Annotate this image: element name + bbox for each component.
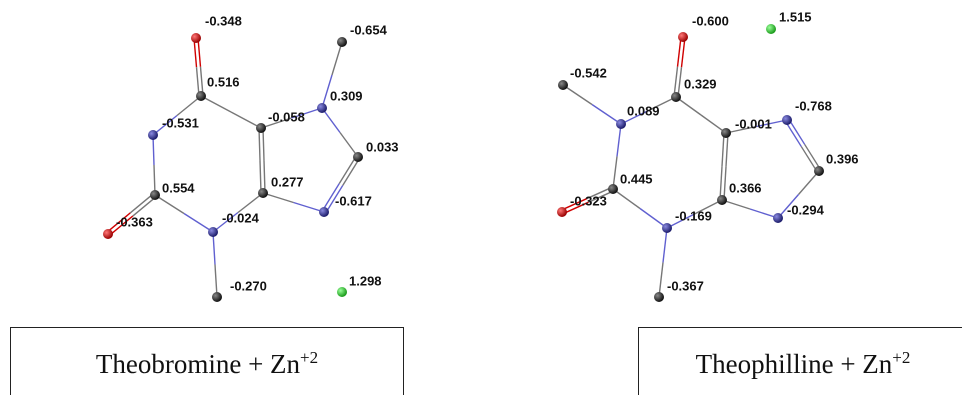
bond (264, 160, 265, 193)
charge-label: -0.367 (667, 278, 704, 293)
charge-label: 1.515 (779, 9, 812, 24)
bond (259, 128, 260, 161)
charge-label: 0.033 (366, 139, 399, 154)
charge-label: -0.617 (335, 193, 372, 208)
bond (263, 128, 264, 161)
atom (558, 80, 568, 90)
charge-label: 0.366 (729, 180, 762, 195)
atom (150, 190, 160, 200)
atom (337, 37, 347, 47)
charge-label: -0.768 (795, 98, 832, 113)
atom (678, 32, 688, 42)
charge-label: 0.089 (627, 103, 660, 118)
atom (256, 123, 266, 133)
bond (726, 133, 728, 167)
atom (608, 184, 618, 194)
caption-box: Theophilline + Zn+2 (638, 327, 962, 395)
charge-label: 1.298 (349, 273, 382, 288)
atom (782, 115, 792, 125)
bond (260, 161, 261, 194)
atom (773, 213, 783, 223)
atom (353, 152, 363, 162)
charge-label: 0.309 (330, 88, 363, 103)
atom (814, 166, 824, 176)
charge-label: -0.169 (675, 208, 712, 223)
charge-label: 0.445 (620, 171, 653, 186)
bond (184, 214, 213, 233)
bond (724, 167, 726, 201)
caption-superscript: +2 (892, 348, 910, 367)
atom (258, 188, 268, 198)
atom (337, 287, 347, 297)
bond (155, 195, 184, 214)
atom (557, 207, 567, 217)
charge-label: 0.277 (271, 174, 304, 189)
charge-label: 0.554 (162, 180, 195, 195)
charge-label: -0.600 (692, 13, 729, 28)
atom (148, 130, 158, 140)
atom (662, 223, 672, 233)
atom (721, 128, 731, 138)
atom (191, 33, 201, 43)
atom (103, 229, 113, 239)
charge-label: -0.323 (570, 193, 607, 208)
atom (654, 292, 664, 302)
atom (717, 195, 727, 205)
atom (208, 227, 218, 237)
caption-superscript: +2 (300, 348, 318, 367)
bond (663, 228, 667, 263)
charge-label: 0.396 (826, 151, 859, 166)
charge-label: -0.001 (735, 116, 772, 131)
atom (196, 91, 206, 101)
charge-label: -0.348 (205, 13, 242, 28)
bond (201, 96, 231, 112)
atom (671, 92, 681, 102)
charge-label: -0.058 (268, 109, 305, 124)
bond (332, 42, 342, 75)
bond (231, 112, 261, 128)
charge-label: 0.329 (684, 76, 717, 91)
charge-label: -0.024 (222, 210, 260, 225)
charge-label: -0.270 (230, 278, 267, 293)
charge-label: -0.363 (116, 214, 153, 229)
caption-box: Theobromine + Zn+2 (10, 327, 404, 395)
bond (659, 263, 663, 298)
bond (563, 85, 592, 105)
atom (319, 207, 329, 217)
charge-label: -0.531 (162, 115, 199, 130)
bond (592, 105, 621, 125)
atom (317, 103, 327, 113)
charge-label: -0.654 (350, 22, 388, 37)
bond (343, 158, 360, 186)
atom (616, 119, 626, 129)
bond (339, 156, 356, 184)
atom (212, 292, 222, 302)
caption: Theophilline + Zn (696, 349, 893, 379)
charge-label: -0.542 (570, 65, 607, 80)
bond (722, 133, 724, 167)
page: -0.348 0.516 -0.531 0.554 -0.363 -0.024 -0.270… (0, 0, 962, 395)
bond (720, 166, 722, 200)
charge-label: -0.294 (787, 202, 825, 217)
atom (766, 24, 776, 34)
caption: Theobromine + Zn (96, 349, 300, 379)
charge-label: 0.516 (207, 74, 240, 89)
